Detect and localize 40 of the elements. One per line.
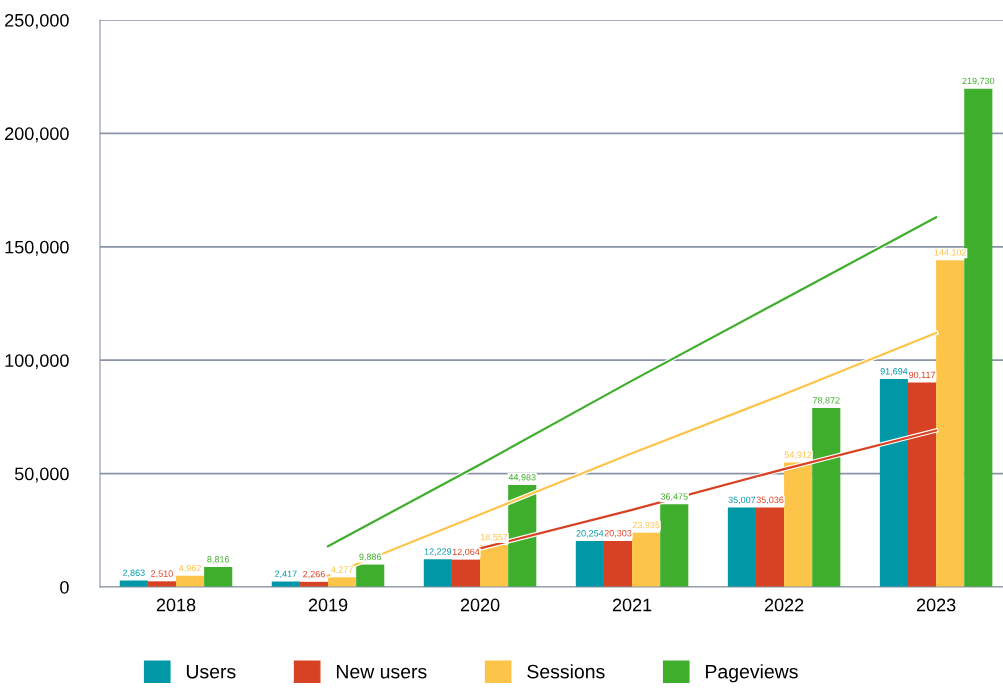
data-label: 2,863 — [122, 569, 145, 578]
data-label: 44,983 — [508, 474, 536, 482]
data-label: 2,266 — [303, 570, 325, 579]
data-label: 144,102 — [934, 249, 967, 257]
data-label: 8,816 — [207, 556, 230, 564]
data-label: 2,417 — [275, 570, 297, 579]
legend-label: Sessions — [527, 664, 605, 679]
x-tick-label: 2021 — [612, 598, 652, 612]
data-label: 35,007 — [728, 496, 756, 505]
data-label: 35,036 — [756, 496, 784, 505]
x-tick-label: 2023 — [916, 598, 956, 612]
data-label: 91,694 — [880, 368, 908, 376]
data-label: 90,117 — [909, 371, 936, 380]
y-tick-label: 200,000 — [5, 127, 69, 143]
y-tick-label: 0 — [60, 580, 69, 594]
y-tick-label: 250,000 — [5, 13, 69, 29]
y-tick-label: 100,000 — [5, 354, 69, 370]
data-label: 12,229 — [424, 548, 452, 556]
x-tick-label: 2022 — [764, 598, 804, 612]
data-label: 20,254 — [576, 530, 604, 538]
data-label: 219,730 — [962, 77, 995, 86]
x-tick-label: 2019 — [308, 598, 348, 612]
data-label: 12,064 — [452, 548, 480, 557]
data-label: 36,475 — [660, 493, 688, 501]
data-label: 78,872 — [812, 397, 840, 405]
x-tick-label: 2020 — [460, 598, 500, 612]
data-label: 18,557 — [481, 533, 508, 542]
legend-label: Users — [186, 664, 236, 679]
y-tick-label: 150,000 — [5, 240, 69, 256]
legend-label: New users — [336, 664, 427, 679]
data-label: 4,277 — [331, 566, 353, 574]
legend-label: Pageviews — [706, 664, 798, 683]
data-label: 9,886 — [359, 553, 382, 562]
data-label: 23,935 — [632, 521, 660, 530]
data-label: 20,303 — [604, 530, 632, 538]
data-label: 2,510 — [151, 570, 173, 578]
x-tick-label: 2018 — [156, 598, 196, 612]
data-label: 54,912 — [784, 451, 812, 459]
data-label: 4,962 — [178, 564, 201, 573]
y-tick-label: 50,000 — [14, 467, 69, 483]
